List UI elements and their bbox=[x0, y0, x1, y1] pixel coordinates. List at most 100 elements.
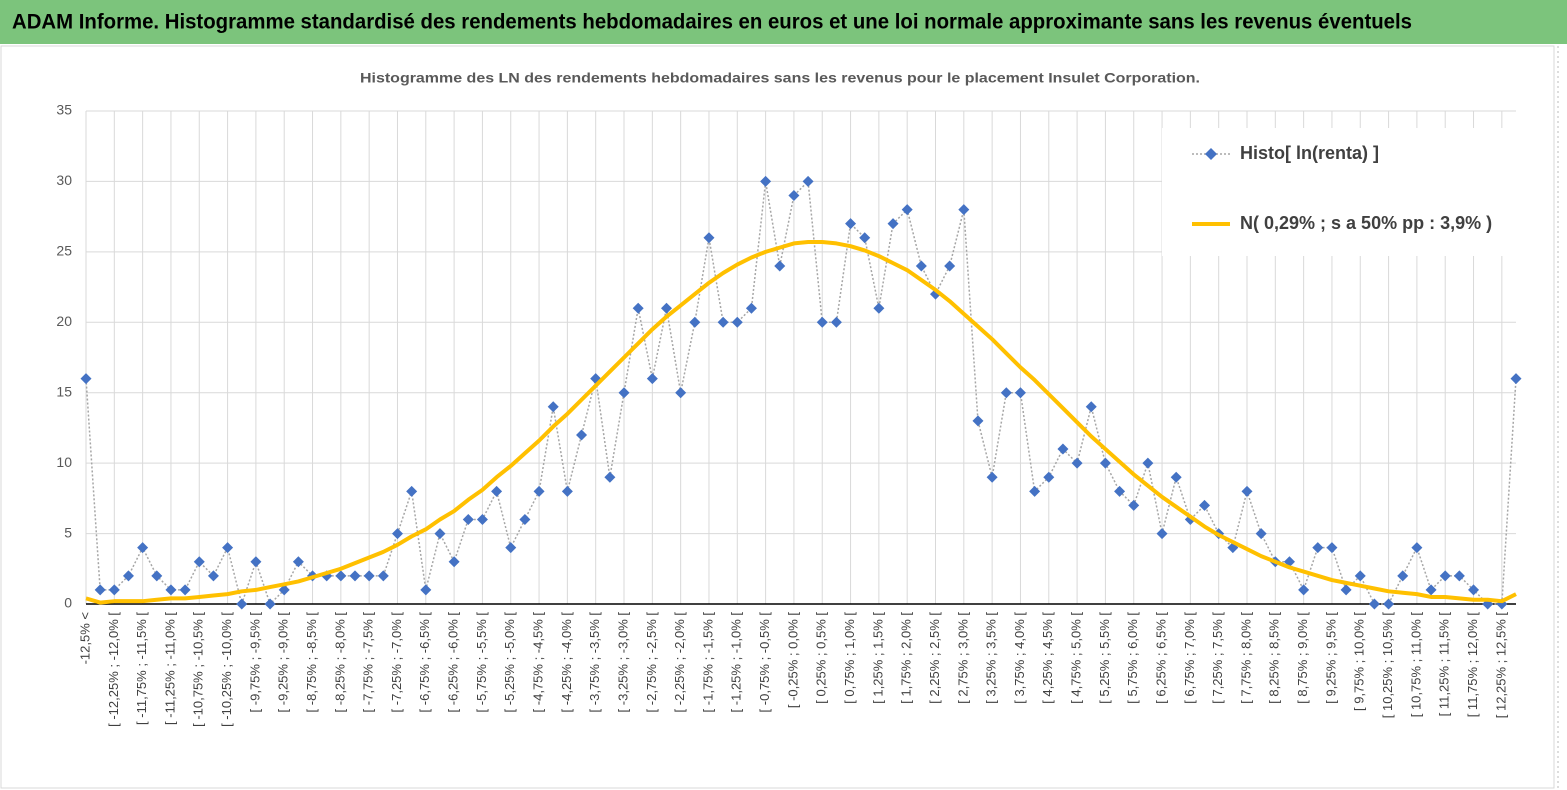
data-point bbox=[1085, 401, 1097, 413]
data-point bbox=[1340, 584, 1352, 596]
y-tick-label: 15 bbox=[56, 383, 72, 399]
y-tick-label: 20 bbox=[56, 313, 72, 329]
data-point bbox=[250, 556, 262, 568]
x-tick-label: [ -3,25% ; -3,0% [ bbox=[615, 612, 630, 713]
x-tick-label: [ 11,25% ; 11,5% [ bbox=[1437, 612, 1452, 717]
data-point bbox=[689, 316, 701, 328]
data-point bbox=[222, 542, 234, 554]
data-point bbox=[207, 570, 219, 582]
data-point bbox=[830, 316, 842, 328]
data-point bbox=[1043, 471, 1055, 483]
data-point bbox=[1425, 584, 1437, 596]
data-point bbox=[944, 260, 956, 272]
legend-label: N( 0,29% ; s a 50% pp : 3,9% ) bbox=[1240, 213, 1492, 233]
y-tick-label: 0 bbox=[64, 595, 72, 611]
data-point bbox=[1057, 443, 1069, 455]
x-tick-label: [ 8,75% ; 9,0% [ bbox=[1295, 612, 1310, 704]
data-point bbox=[731, 316, 743, 328]
data-point bbox=[1354, 570, 1366, 582]
data-point bbox=[1099, 457, 1111, 469]
y-tick-label: 25 bbox=[56, 243, 72, 259]
x-tick-label: [ -7,75% ; -7,5% [ bbox=[361, 612, 376, 713]
x-tick-label: [ -0,25% ; 0,0% [ bbox=[785, 612, 800, 708]
x-tick-label: [ 7,75% ; 8,0% [ bbox=[1238, 612, 1253, 704]
data-point bbox=[278, 584, 290, 596]
data-point bbox=[420, 584, 432, 596]
data-point bbox=[1156, 528, 1168, 540]
data-point bbox=[349, 570, 361, 582]
x-tick-label: [ -8,25% ; -8,0% [ bbox=[332, 612, 347, 713]
data-point bbox=[1298, 584, 1310, 596]
data-point bbox=[1241, 485, 1253, 497]
data-point bbox=[703, 232, 715, 244]
data-point bbox=[491, 485, 503, 497]
data-point bbox=[108, 584, 120, 596]
data-point bbox=[391, 528, 403, 540]
data-point bbox=[462, 513, 474, 525]
y-tick-label: 30 bbox=[56, 172, 72, 188]
data-point bbox=[675, 387, 687, 399]
chart-title: Histogramme des LN des rendements hebdom… bbox=[360, 70, 1200, 86]
data-point bbox=[1029, 485, 1041, 497]
x-tick-label: [ -1,75% ; -1,5% [ bbox=[700, 612, 715, 713]
data-point bbox=[137, 542, 149, 554]
data-point bbox=[1439, 570, 1451, 582]
data-point bbox=[1368, 598, 1380, 610]
data-point bbox=[887, 218, 899, 230]
data-point bbox=[547, 401, 559, 413]
x-tick-label: [ -6,25% ; -6,0% [ bbox=[446, 612, 461, 713]
data-point bbox=[264, 598, 276, 610]
x-tick-label: [ -4,75% ; -4,5% [ bbox=[531, 612, 546, 713]
data-point bbox=[1255, 528, 1267, 540]
header-bar bbox=[0, 0, 1567, 44]
data-point bbox=[774, 260, 786, 272]
x-tick-label: [ 10,25% ; 10,5% [ bbox=[1380, 612, 1395, 719]
data-point bbox=[1071, 457, 1083, 469]
data-point bbox=[94, 584, 106, 596]
data-point bbox=[533, 485, 545, 497]
data-point bbox=[1326, 542, 1338, 554]
data-point bbox=[1397, 570, 1409, 582]
data-point bbox=[802, 175, 814, 187]
y-tick-label: 35 bbox=[56, 102, 72, 118]
x-tick-label: [ -2,25% ; -2,0% [ bbox=[672, 612, 687, 713]
data-point bbox=[972, 415, 984, 427]
x-tick-label: [ 5,25% ; 5,5% [ bbox=[1097, 612, 1112, 704]
data-point bbox=[901, 204, 913, 216]
x-tick-label: [ 6,75% ; 7,0% [ bbox=[1182, 612, 1197, 704]
x-tick-label: [ 0,25% ; 0,5% [ bbox=[814, 612, 829, 704]
data-point bbox=[1014, 387, 1026, 399]
data-point bbox=[618, 387, 630, 399]
data-point bbox=[660, 302, 672, 314]
x-tick-label: -12,5% < bbox=[77, 612, 92, 664]
legend-label: Histo[ ln(renta) ] bbox=[1240, 143, 1379, 163]
header-title: ADAM Informe. Histogramme standardisé de… bbox=[12, 11, 1412, 34]
data-point bbox=[986, 471, 998, 483]
x-tick-label: [ -6,75% ; -6,5% [ bbox=[417, 612, 432, 713]
data-point bbox=[873, 302, 885, 314]
data-point bbox=[1383, 598, 1395, 610]
data-point bbox=[604, 471, 616, 483]
data-point bbox=[1128, 499, 1140, 511]
x-tick-label: [ -11,25% ; -11,0% [ bbox=[162, 612, 177, 725]
x-tick-label: [ 12,25% ; 12,5% [ bbox=[1493, 612, 1508, 719]
x-tick-label: [ -12,25% ; -12,0% [ bbox=[106, 612, 121, 727]
data-point bbox=[915, 260, 927, 272]
x-tick-label: [ 2,25% ; 2,5% [ bbox=[927, 612, 942, 704]
data-point bbox=[632, 302, 644, 314]
data-point bbox=[80, 373, 92, 385]
x-tick-label: [ 5,75% ; 6,0% [ bbox=[1125, 612, 1140, 704]
data-point bbox=[363, 570, 375, 582]
data-point bbox=[434, 528, 446, 540]
x-tick-label: [ 1,75% ; 2,0% [ bbox=[899, 612, 914, 704]
data-point bbox=[377, 570, 389, 582]
data-point bbox=[179, 584, 191, 596]
x-tick-label: [ -9,75% ; -9,5% [ bbox=[247, 612, 262, 713]
data-point bbox=[193, 556, 205, 568]
data-point bbox=[335, 570, 347, 582]
x-tick-label: [ 9,25% ; 9,5% [ bbox=[1323, 612, 1338, 704]
data-point bbox=[292, 556, 304, 568]
x-tick-label: [ -10,75% ; -10,5% [ bbox=[191, 612, 206, 727]
x-tick-label: [ 9,75% ; 10,0% [ bbox=[1352, 612, 1367, 711]
